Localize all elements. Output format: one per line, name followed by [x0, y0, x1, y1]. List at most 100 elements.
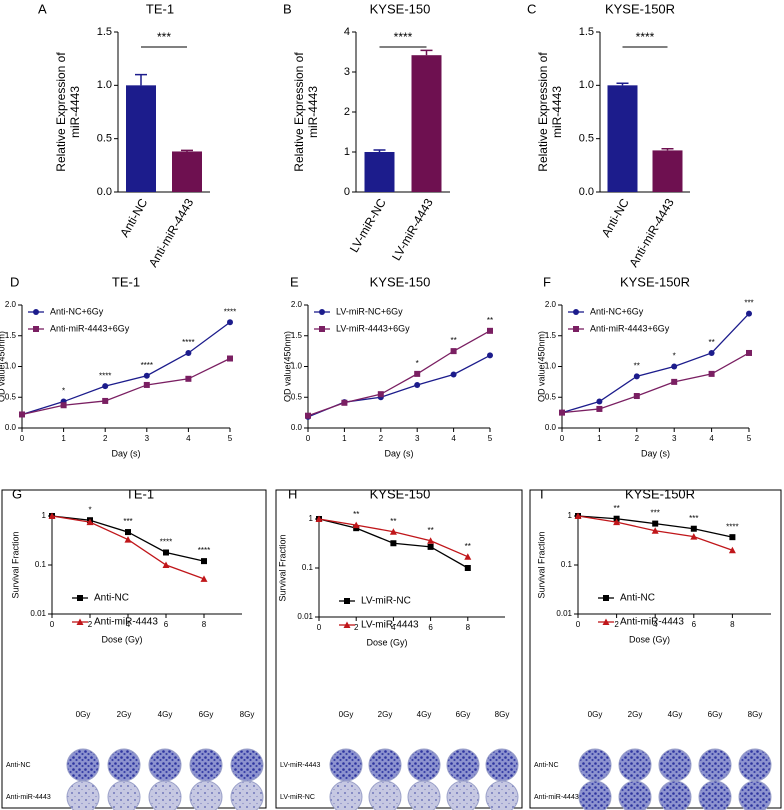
error-bar [420, 49, 433, 56]
legend-label: Anti-miR-4443 [94, 617, 158, 628]
y-axis-label: Relative Expression of [292, 52, 306, 172]
y-tick-label: 0.01 [297, 612, 313, 621]
series-line [21, 357, 231, 416]
plate-column-label: 0Gy [339, 710, 354, 719]
significance: ** [390, 517, 396, 526]
x-tick-label: 2 [103, 434, 108, 443]
plate-row-label: Anti-miR-4443 [534, 794, 579, 801]
legend-marker [319, 326, 325, 332]
data-point [414, 381, 421, 388]
y-tick-label: 0.1 [561, 560, 573, 569]
bar [126, 85, 156, 192]
bar [411, 55, 442, 193]
x-axis-label: Day (s) [112, 448, 141, 458]
data-point [464, 565, 471, 571]
plate-column-label: 4Gy [158, 710, 173, 719]
data-point [487, 352, 493, 359]
significance: **** [99, 371, 111, 380]
data-point [708, 370, 715, 377]
legend-marker [33, 326, 39, 332]
y-tick-label: 0.5 [545, 392, 557, 401]
data-point [48, 512, 56, 519]
legend-marker [77, 595, 83, 601]
plate-column-label: 2Gy [378, 710, 393, 719]
plate-column-label: 2Gy [628, 710, 643, 719]
data-point [708, 349, 715, 356]
y-tick-label: 1 [344, 146, 350, 158]
legend-label: Anti-miR-4443+6Gy [50, 323, 130, 333]
x-tick-label: 2 [379, 434, 384, 443]
legend-marker [319, 309, 325, 315]
data-point [377, 391, 384, 398]
data-point [227, 355, 233, 362]
significance: *** [744, 299, 753, 308]
y-axis-label: miR-4443 [306, 86, 320, 138]
bar [364, 152, 395, 192]
colony-plate [329, 780, 363, 810]
colony-plate [738, 780, 772, 810]
colony-plate [658, 748, 692, 782]
plate-row-label: LV-miR-4443 [280, 762, 320, 769]
series-line [307, 330, 491, 417]
colony-plate [698, 748, 732, 782]
x-tick-label: 0 [306, 434, 311, 443]
data-point [633, 393, 640, 400]
y-tick-label: 1.5 [579, 26, 594, 38]
legend-label: Anti-miR-4443+6Gy [590, 323, 670, 333]
y-tick-label: 2.0 [291, 300, 303, 309]
legend-label: LV-miR-4443+6Gy [336, 323, 410, 333]
colony-plate [407, 748, 441, 782]
y-axis-label: OD value(450nm) [282, 331, 292, 402]
y-tick-label: 0.0 [545, 423, 557, 432]
plate-column-label: 0Gy [588, 710, 603, 719]
data-point [86, 518, 94, 526]
legend-label: Anti-NC+6Gy [590, 306, 644, 316]
colony-plate [66, 748, 100, 782]
colony-plate [230, 780, 264, 810]
plate-column-label: 4Gy [417, 710, 432, 719]
colony-plate [407, 780, 441, 810]
legend-label: LV-miR-NC [361, 596, 411, 607]
legend-marker [33, 309, 39, 315]
y-tick-label: 0.5 [97, 133, 112, 145]
significance: *** [651, 509, 660, 518]
x-tick-label: 2 [88, 620, 93, 629]
data-point [651, 527, 659, 534]
y-tick-label: 1.0 [291, 362, 303, 371]
x-tick-label: 0 [50, 620, 55, 629]
y-tick-label: 0.01 [30, 609, 46, 618]
x-tick-label: 6 [692, 620, 697, 629]
data-point [102, 383, 109, 390]
y-axis-label: miR-4443 [550, 86, 564, 138]
x-tick-label: 4 [451, 434, 456, 443]
plate-column-label: 2Gy [117, 710, 132, 719]
plate-column-label: 6Gy [708, 710, 723, 719]
y-tick-label: 0.0 [97, 186, 112, 198]
data-point [464, 553, 472, 560]
y-tick-label: 1.0 [545, 362, 557, 371]
colony-plate [107, 748, 141, 782]
y-tick-label: 1 [309, 514, 314, 523]
data-point [690, 533, 698, 540]
plate-row-label: Anti-NC [534, 762, 559, 769]
data-point [596, 405, 603, 412]
x-axis-label: Dose (Gy) [629, 634, 670, 644]
data-point [414, 370, 421, 377]
data-point [200, 575, 208, 582]
chart-title: KYSE-150R [605, 1, 675, 16]
x-tick-label: 1 [597, 434, 602, 443]
plate-column-label: 0Gy [76, 710, 91, 719]
panel-label: G [12, 486, 22, 501]
colony-plate [107, 780, 141, 810]
x-tick-label: 4 [391, 623, 396, 632]
plate-column-label: 8Gy [748, 710, 763, 719]
data-point [341, 399, 348, 406]
data-point [19, 411, 25, 418]
data-point [633, 373, 640, 380]
significance: **** [182, 338, 194, 347]
data-point [305, 412, 311, 419]
legend-marker [76, 618, 84, 625]
x-tick-label: Anti-miR-4443 [146, 196, 197, 270]
panel-label: F [543, 274, 551, 289]
y-tick-label: 0.1 [35, 560, 47, 569]
